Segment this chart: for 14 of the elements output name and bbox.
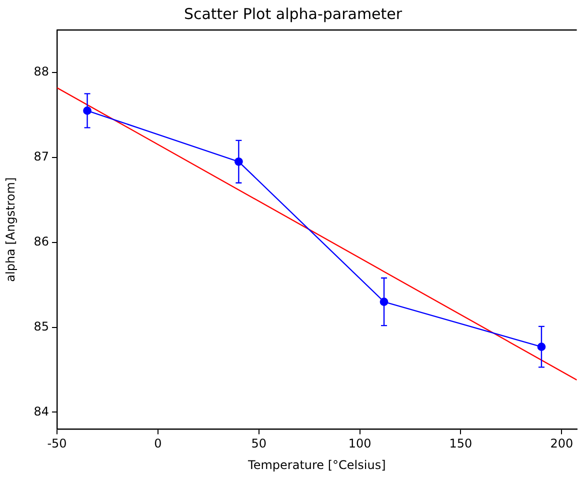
- x-tick-label: 50: [251, 436, 267, 451]
- x-tick-label: 100: [348, 436, 372, 451]
- y-tick-label: 84: [34, 404, 49, 418]
- x-tick-label: 150: [449, 436, 472, 451]
- y-axis-title: alpha [Angstrom]: [3, 177, 18, 282]
- x-axis-title: Temperature [°Celsius]: [247, 458, 386, 472]
- chart-title: Scatter Plot alpha-parameter: [184, 4, 403, 23]
- x-tick-label: 0: [154, 436, 162, 451]
- x-tick-label: 200: [550, 436, 574, 451]
- y-tick-label: 87: [34, 150, 49, 164]
- y-tick-label: 85: [34, 319, 49, 334]
- x-tick-label: -50: [47, 436, 67, 451]
- y-tick-label: 88: [34, 64, 49, 79]
- y-tick-label: 86: [34, 234, 49, 248]
